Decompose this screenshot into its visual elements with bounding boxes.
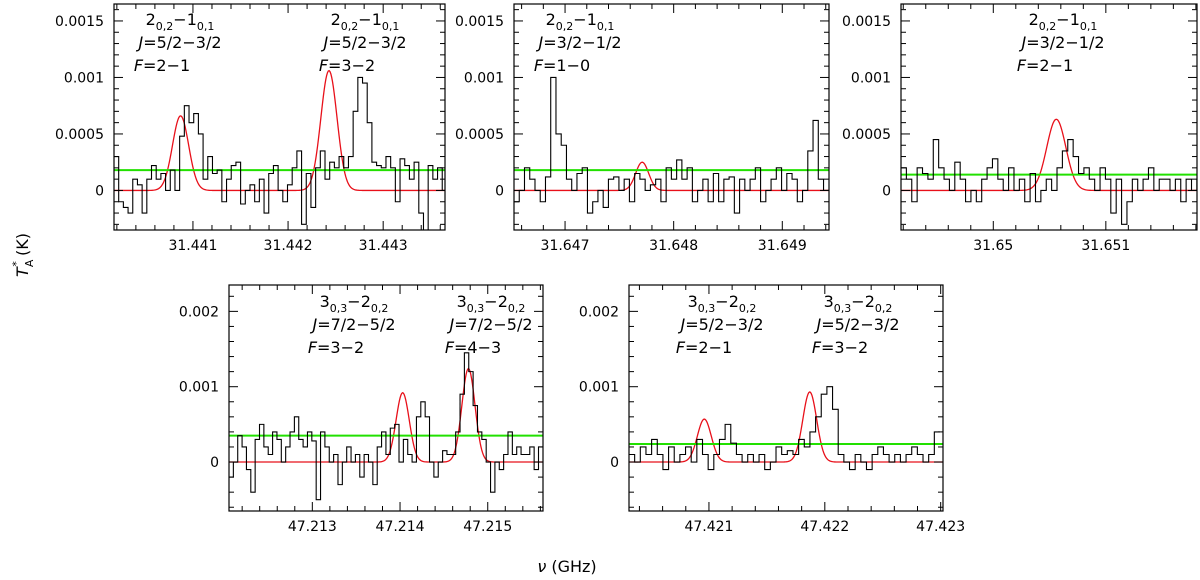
panel-1: 31.441 31.442 31.443 0 0.0005 0.001 0.0015 20,2… [55,3,446,254]
x-tick-label: 31.442 [264,238,313,254]
x-tick-label: 31.647 [541,238,590,254]
y-tick-label: 0 [610,455,619,471]
spectrum-histogram [629,386,940,471]
axes-frame [113,3,446,231]
transition-label: 30,3−20,2J=5/2−3/2 F=3−2 [812,292,900,357]
transition-quantum-numbers: 30,3−20,2 [824,292,893,315]
transition-f-label: F=2−1 [134,56,190,75]
transition-f-label: F=2−1 [676,338,732,357]
y-tick-label: 0 [882,183,891,199]
transition-quantum-numbers: 20,2−10,1 [1029,10,1098,33]
y-tick-label: 0.001 [64,70,104,86]
y-tick-label: 0.0005 [455,127,504,143]
x-tick-label: 31.65 [973,238,1013,254]
transition-j-label: J=5/2−3/2 [320,33,406,52]
x-tick-label: 47.213 [288,519,337,535]
fit-curve [901,118,1197,192]
x-tick-label: 31.648 [649,238,698,254]
y-tick-label: 0.002 [179,304,219,320]
fit-curve [514,161,829,192]
panels: 31.441 31.442 31.443 0 0.0005 0.001 0.0015 20,2… [55,3,1198,535]
y-tick-label: 0.001 [851,70,891,86]
y-axis-symbol: T [13,266,32,277]
axes-frame [628,284,944,512]
transition-j-label: J=5/2−3/2 [813,315,899,334]
axes-frame [900,3,1198,231]
x-tick-label: 31.443 [359,238,408,254]
transition-label: 30,3−20,2J=5/2−3/2 F=2−1 [676,292,764,357]
transition-j-label: J=7/2−5/2 [309,315,395,334]
x-tick-label: 47.215 [463,519,512,535]
plot-area [901,118,1197,225]
plot-area [229,352,543,501]
axes-frame [513,3,830,231]
panel-2: 31.647 31.648 31.649 0 0.0005 0.001 0.0015 20,2… [455,3,830,254]
transition-j-label: J=3/2−1/2 [1018,33,1104,52]
transition-quantum-numbers: 20,2−10,1 [331,10,400,33]
transition-label: 30,3−20,2J=7/2−5/2 F=4−3 [445,292,533,357]
transition-j-label: J=5/2−3/2 [677,315,763,334]
y-tick-label: 0 [95,183,104,199]
transition-label: 20,2−10,1J=5/2−3/2 F=3−2 [319,10,407,75]
y-tick-label: 0 [495,183,504,199]
transition-f-label: F=3−2 [308,338,364,357]
x-tick-label: 47.421 [684,519,733,535]
x-tick-label: 47.214 [376,519,425,535]
transition-quantum-numbers: 30,3−20,2 [457,292,526,315]
spectrum-histogram [901,139,1197,225]
y-tick-label: 0.001 [579,380,619,396]
spectrum-histogram [514,76,829,214]
y-tick-label: 0.0005 [55,127,104,143]
x-tick-label: 47.423 [916,519,965,535]
x-tick-label: 47.422 [800,519,849,535]
y-axis-subscript: A [23,259,36,267]
x-axis-symbol: ν [537,557,546,576]
x-tick-label: 31.649 [758,238,807,254]
y-tick-label: 0.001 [464,70,504,86]
axes-frame [228,284,544,512]
spectrum-histogram [114,76,445,230]
y-axis-label: TA* (K) [10,233,36,277]
x-axis-unit: (GHz) [546,557,596,576]
transition-f-label: F=3−2 [812,338,868,357]
y-tick-label: 0.002 [579,304,619,320]
transition-f-label: F=2−1 [1017,56,1073,75]
y-axis-unit: (K) [13,233,32,261]
transition-label: 20,2−10,1J=3/2−1/2 F=1−0 [534,10,622,75]
transition-f-label: F=1−0 [534,56,590,75]
panel-4: 47.213 47.214 47.21500.0010.00230,3−20,2J=… [179,284,544,535]
transition-f-label: F=4−3 [445,338,501,357]
transition-label: 20,2−10,1J=3/2−1/2 F=2−1 [1017,10,1105,75]
y-tick-label: 0.0015 [455,14,504,30]
transition-quantum-numbers: 20,2−10,1 [546,10,615,33]
transition-quantum-numbers: 20,2−10,1 [146,10,215,33]
spectrum-histogram [229,352,543,501]
plot-area [629,386,943,471]
fit-curve [629,391,943,463]
y-tick-label: 0.0015 [55,14,104,30]
x-tick-label: 31.441 [168,238,217,254]
plot-area [514,76,829,214]
transition-j-label: J=7/2−5/2 [446,315,532,334]
y-tick-label: 0 [210,455,219,471]
transition-label: 30,3−20,2J=7/2−5/2 F=3−2 [308,292,396,357]
transition-j-label: J=3/2−1/2 [535,33,621,52]
panel-3: 31.65 31.651 0 0.0005 0.001 0.0015 20,2−10,1J=… [842,3,1198,254]
y-tick-label: 0.0005 [842,127,891,143]
x-tick-label: 31.651 [1081,238,1130,254]
panel-5: 47.421 47.422 47.42300.0010.00230,3−20,2J=… [579,284,965,535]
transition-label: 20,2−10,1J=5/2−3/2 F=2−1 [134,10,222,75]
plot-area [114,69,445,230]
y-axis-superscript: * [10,261,23,267]
transition-j-label: J=5/2−3/2 [135,33,221,52]
transition-f-label: F=3−2 [319,56,375,75]
x-axis-label: ν (GHz) [537,557,596,576]
transition-quantum-numbers: 30,3−20,2 [320,292,389,315]
y-tick-label: 0.001 [179,380,219,396]
y-tick-label: 0.0015 [842,14,891,30]
transition-quantum-numbers: 30,3−20,2 [688,292,757,315]
